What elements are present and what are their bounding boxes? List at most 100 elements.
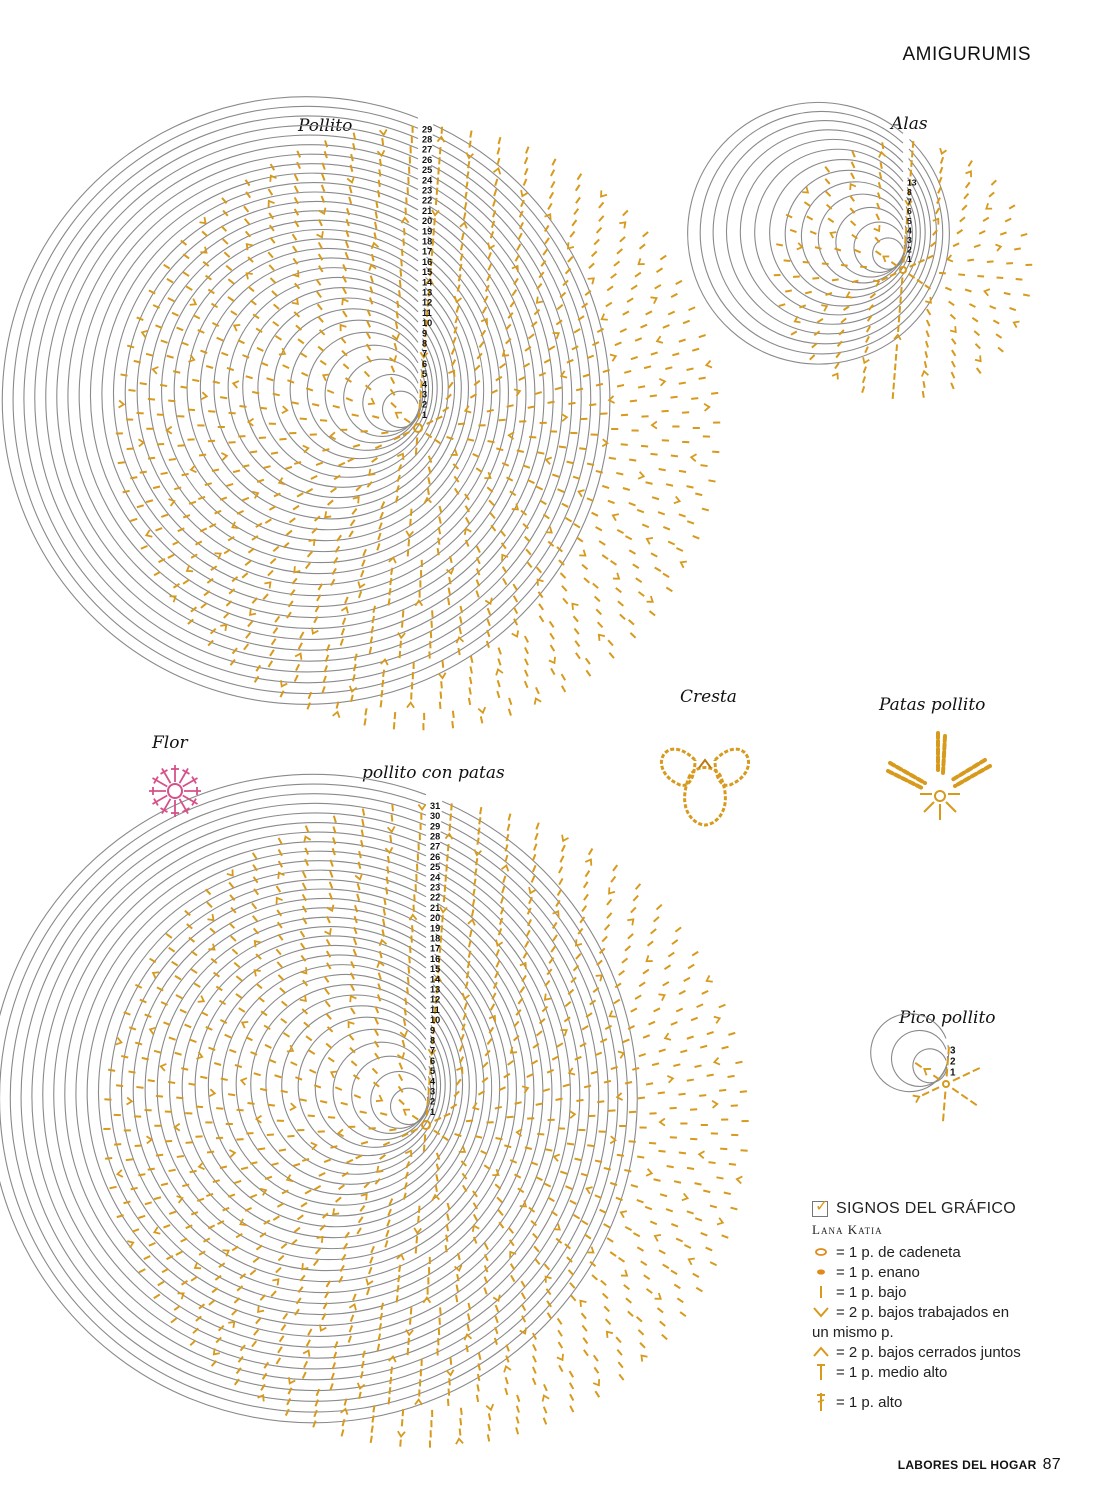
- pollito-patas-stitch: [644, 1205, 653, 1211]
- pollito-stitch: [244, 560, 252, 567]
- pollito-patas-stitch: [709, 1204, 718, 1209]
- pollito-patas-stitch: [431, 1193, 440, 1201]
- pollito-stitch: [637, 471, 646, 480]
- pollito-patas-stitch: [563, 1016, 571, 1023]
- pollito-patas-stitch: [332, 837, 337, 845]
- pollito-patas-stitch: [260, 1087, 268, 1092]
- alas-stitch: [898, 306, 902, 313]
- pollito-stitch: [587, 277, 595, 285]
- pollito-patas-round: [42, 822, 590, 1370]
- cresta-chart: [660, 747, 750, 827]
- pico-round-label: 1: [950, 1068, 956, 1079]
- pollito-patas-stitch: [138, 1214, 146, 1219]
- pollito-patas: 1234567891011121314151617181920212223242…: [0, 773, 749, 1448]
- pollito-stitch: [249, 608, 257, 617]
- pollito-stitch: [287, 379, 295, 384]
- pollito-patas-stitch: [115, 1169, 124, 1178]
- alas-stitch: [925, 330, 930, 338]
- pollito-patas-stitch: [542, 1417, 548, 1425]
- pollito-patas-stitch: [448, 823, 452, 831]
- pollito-stitch: [372, 605, 377, 613]
- pollito-patas-stitch: [252, 1257, 260, 1264]
- pollito-patas-stitch: [601, 1292, 609, 1300]
- pollito-patas-stitch: [534, 832, 539, 841]
- pollito-round-label: 4: [422, 379, 428, 389]
- pollito-round-label: 10: [422, 318, 432, 328]
- pollito-stitch: [459, 253, 464, 261]
- pollito-stitch: [585, 669, 592, 677]
- pollito-patas-stitch: [386, 866, 390, 874]
- pollito-patas-stitch: [434, 1184, 438, 1192]
- pollito-patas-stitch: [148, 1241, 156, 1247]
- pollito-stitch: [168, 498, 176, 507]
- pollito-stitch: [571, 219, 578, 227]
- alas-stitch: [840, 317, 847, 324]
- pollito-patas-round: [97, 869, 544, 1316]
- pollito-patas-stitch: [695, 1286, 703, 1293]
- pollito-patas-stitch: [472, 1236, 478, 1244]
- pollito-patas-stitch: [495, 1137, 503, 1141]
- pollito-round-label: 22: [422, 196, 432, 206]
- pollito-patas-stitch: [319, 1224, 326, 1231]
- pollito-stitch: [269, 277, 277, 284]
- pollito-patas-stitch: [387, 1208, 392, 1217]
- pollito-patas-stitch: [253, 1329, 260, 1336]
- pollito-round-label: 25: [422, 165, 432, 175]
- pollito-patas-stitch: [477, 827, 481, 835]
- pollito-stitch: [277, 477, 286, 486]
- pollito-stitch: [472, 453, 480, 458]
- pollito-patas-stitch: [625, 1297, 632, 1304]
- pollito-patas-stitch: [739, 1090, 748, 1093]
- pollito-patas-stitch: [388, 1386, 392, 1395]
- pollito-patas-stitch: [595, 974, 603, 982]
- pollito-patas-round-label: 4: [430, 1076, 436, 1086]
- pollito-stitch: [616, 528, 625, 535]
- pollito-stitch: [395, 311, 399, 319]
- pollito-stitch: [445, 567, 455, 576]
- pollito-round-label: 7: [422, 349, 427, 359]
- pollito-stitch: [168, 399, 176, 403]
- pollito-patas-stitch: [200, 1075, 208, 1080]
- pollito-patas-stitch: [686, 1166, 695, 1170]
- pollito-patas-stitch: [168, 1210, 177, 1215]
- alas-stitch: [879, 161, 883, 169]
- alas-round-label: 8: [907, 187, 912, 197]
- alas-stitch: [851, 233, 858, 240]
- pollito-patas-stitch: [327, 1056, 335, 1063]
- pollito-patas-stitch: [361, 808, 366, 816]
- pollito-stitch: [241, 496, 250, 502]
- alas-stitch: [909, 169, 913, 177]
- pollito-stitch: [197, 329, 205, 334]
- pollito-patas-stitch: [267, 1103, 276, 1107]
- alas-stitch: [825, 203, 833, 210]
- pollito-patas-stitch: [377, 1333, 382, 1341]
- alas-stitch: [999, 231, 1007, 236]
- pollito-patas-stitch: [706, 1073, 714, 1077]
- pollito-patas-stitch: [558, 877, 564, 886]
- pollito-patas-stitch: [584, 1233, 592, 1240]
- pollito-patas-stitch: [476, 1384, 480, 1392]
- pollito-stitch: [263, 465, 271, 469]
- pollito-stitch: [321, 162, 326, 170]
- pollito-patas-stitch: [332, 1351, 338, 1360]
- pollito-patas-stitch: [564, 1001, 572, 1008]
- pollito-patas-round: [0, 773, 638, 1424]
- pollito-stitch: [691, 397, 699, 400]
- pollito-stitch: [381, 679, 385, 688]
- flor-petal-bar: [153, 798, 159, 806]
- pollito-stitch: [558, 559, 565, 566]
- pollito-stitch: [256, 346, 264, 352]
- pollito-stitch: [495, 375, 503, 382]
- alas-stitch: [904, 236, 907, 244]
- alas-stitch: [860, 265, 867, 269]
- pollito-stitch: [538, 615, 545, 623]
- pollito-patas-stitch: [495, 949, 500, 957]
- pollito-stitch: [338, 461, 346, 467]
- pollito-stitch: [145, 499, 154, 504]
- pollito-patas-stitch: [250, 1051, 258, 1056]
- pollito-stitch: [628, 502, 636, 507]
- pollito-stitch: [527, 405, 535, 409]
- pollito-patas-stitch: [446, 843, 450, 852]
- alas-stitch: [831, 278, 839, 282]
- pollito-stitch: [494, 178, 499, 186]
